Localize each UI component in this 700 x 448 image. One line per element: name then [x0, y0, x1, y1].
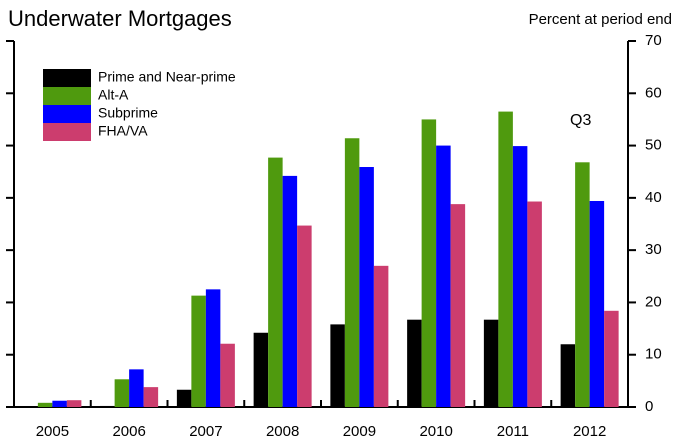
chart-subtitle: Percent at period end — [529, 11, 672, 28]
y-tick-label: 10 — [645, 346, 662, 363]
bar — [143, 387, 159, 407]
bar — [191, 295, 206, 407]
legend-label: Alt-A — [98, 87, 129, 103]
bar — [483, 319, 499, 407]
bar — [66, 400, 82, 407]
x-tick-label: 2009 — [343, 423, 376, 440]
x-tick-label: 2010 — [419, 423, 452, 440]
bar — [100, 405, 115, 407]
bar — [421, 119, 437, 407]
bar — [498, 111, 513, 407]
legend-swatch — [43, 105, 91, 123]
y-tick-label: 60 — [645, 84, 662, 101]
x-tick-label: 2008 — [266, 423, 299, 440]
bar — [589, 200, 605, 407]
bar — [282, 175, 298, 407]
x-tick-label: 2005 — [36, 423, 69, 440]
y-tick-label: 40 — [645, 189, 662, 206]
legend-label: FHA/VA — [98, 123, 148, 139]
bar — [297, 225, 312, 407]
y-tick-label: 70 — [645, 32, 662, 49]
annotation: Q3 — [570, 112, 591, 129]
legend-swatch — [43, 87, 91, 105]
bar — [512, 146, 528, 407]
x-tick-label: 2012 — [573, 423, 606, 440]
bar — [575, 162, 590, 407]
legend-label: Subprime — [98, 105, 158, 121]
y-tick-label: 50 — [645, 137, 662, 154]
chart-title: Underwater Mortgages — [8, 6, 232, 31]
bar — [176, 389, 192, 407]
x-tick-label: 2011 — [497, 423, 529, 440]
bar — [436, 145, 451, 408]
x-tick-label: 2006 — [112, 423, 145, 440]
y-tick-label: 30 — [645, 241, 662, 258]
legend-swatch — [43, 69, 91, 87]
bar — [359, 167, 374, 407]
y-tick-label: 20 — [645, 293, 662, 310]
bar — [407, 319, 422, 407]
bar — [205, 289, 221, 407]
bar — [220, 343, 235, 407]
y-tick-label: 0 — [645, 398, 653, 415]
bar — [527, 201, 542, 407]
bar — [450, 204, 466, 407]
bar — [268, 157, 283, 407]
bar — [114, 379, 130, 407]
bar — [373, 265, 389, 407]
bar — [37, 402, 53, 407]
bar — [129, 369, 144, 407]
bar — [52, 400, 67, 407]
bar — [344, 138, 360, 407]
bar — [604, 310, 619, 407]
legend-swatch — [43, 123, 91, 141]
legend-label: Prime and Near-prime — [98, 69, 236, 85]
bar — [253, 332, 269, 407]
x-tick-label: 2007 — [189, 423, 222, 440]
bar — [330, 324, 345, 407]
bar — [560, 344, 576, 407]
